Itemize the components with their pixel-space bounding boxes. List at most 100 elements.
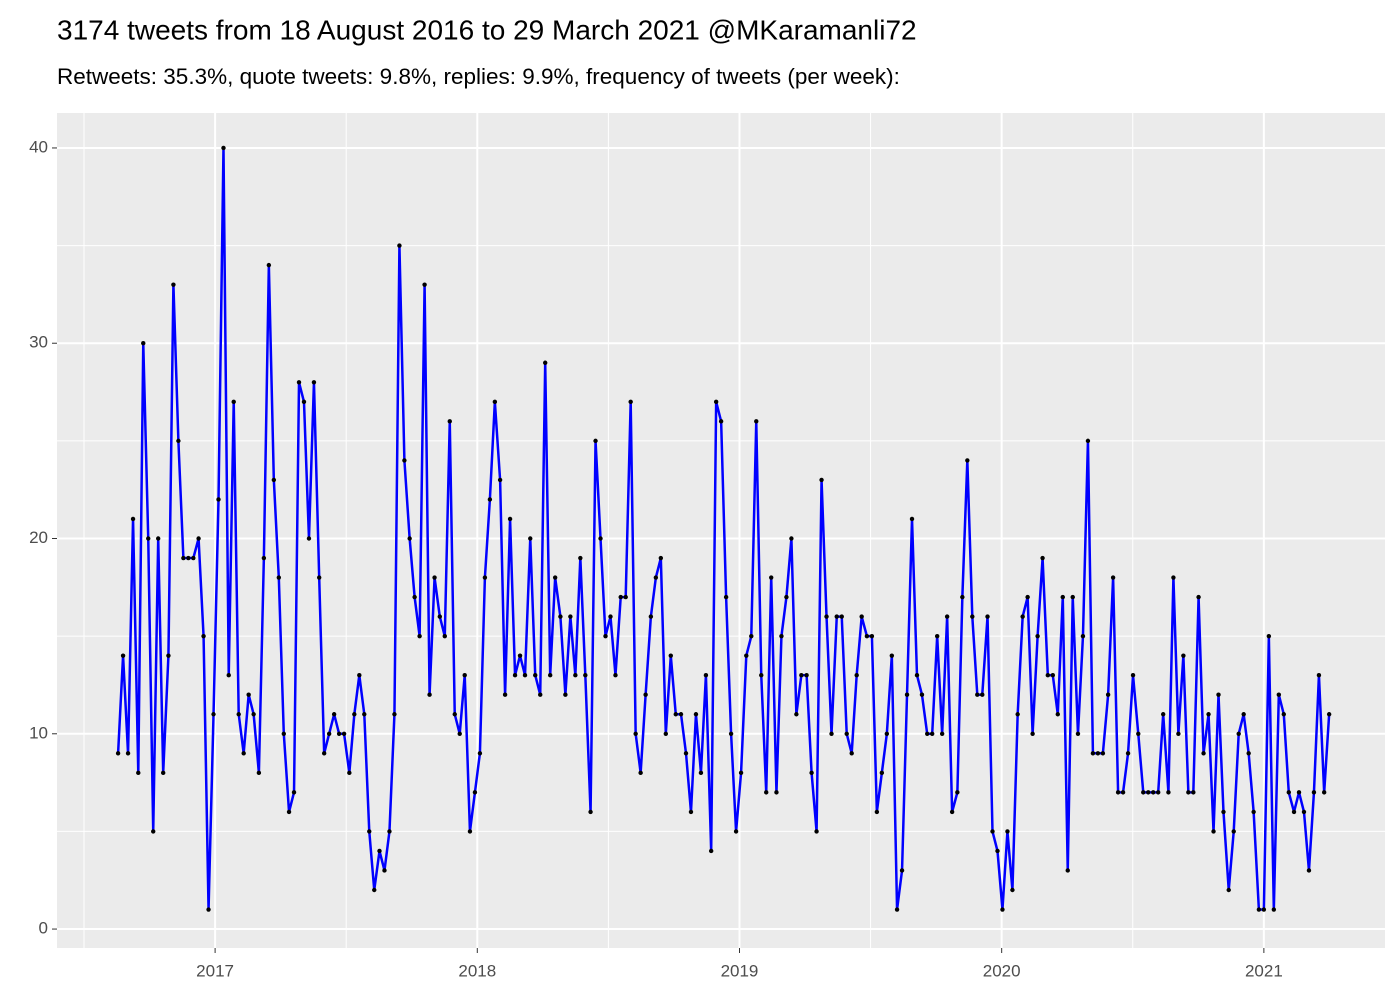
- data-point: [799, 672, 804, 678]
- data-point: [171, 282, 176, 287]
- data-point: [497, 477, 503, 483]
- data-point: [533, 672, 538, 678]
- data-point: [899, 868, 905, 873]
- data-point: [181, 555, 186, 561]
- data-point: [522, 672, 528, 678]
- data-point: [764, 790, 769, 795]
- data-point: [487, 497, 493, 502]
- data-point: [241, 751, 246, 756]
- data-point: [528, 536, 533, 541]
- data-point: [1141, 790, 1146, 795]
- data-point: [1105, 692, 1111, 697]
- data-point: [552, 575, 558, 580]
- data-point: [1055, 712, 1060, 717]
- data-point: [558, 614, 563, 619]
- data-point: [120, 653, 126, 658]
- data-point: [703, 672, 709, 678]
- data-point: [909, 516, 915, 522]
- data-point: [985, 614, 990, 619]
- data-point: [432, 575, 437, 580]
- data-point: [683, 751, 689, 756]
- data-point: [603, 633, 608, 639]
- data-point: [844, 731, 849, 736]
- data-point: [201, 633, 206, 639]
- data-point: [929, 731, 935, 736]
- data-point: [1271, 907, 1277, 912]
- plot-panel: [57, 113, 1385, 948]
- data-point: [266, 262, 272, 268]
- x-tick-label: 2021: [1245, 961, 1283, 980]
- data-point: [668, 653, 673, 658]
- data-point: [749, 633, 754, 639]
- data-point: [889, 653, 895, 658]
- data-point: [306, 536, 312, 541]
- y-tick-label: 10: [29, 723, 48, 742]
- data-point: [1216, 692, 1221, 697]
- data-point: [824, 614, 829, 619]
- data-point: [1171, 575, 1176, 580]
- data-point: [336, 731, 342, 736]
- data-point: [1251, 809, 1256, 815]
- data-point: [141, 341, 146, 346]
- data-point: [1115, 790, 1121, 795]
- data-point: [598, 536, 603, 541]
- data-point: [1005, 829, 1010, 834]
- data-point: [1146, 790, 1151, 795]
- data-point: [864, 633, 870, 639]
- y-tick-label: 30: [29, 333, 48, 352]
- data-point: [980, 692, 985, 697]
- data-point: [176, 438, 181, 444]
- data-point: [1236, 731, 1241, 736]
- data-point: [472, 790, 478, 795]
- data-point: [1291, 809, 1297, 815]
- data-point: [1151, 790, 1156, 795]
- x-tick-label: 2018: [458, 961, 496, 980]
- data-point: [1211, 829, 1216, 834]
- data-point: [1015, 712, 1020, 717]
- data-point: [402, 458, 407, 463]
- data-point: [538, 692, 543, 697]
- data-point: [869, 633, 875, 639]
- data-point: [658, 555, 664, 561]
- data-point: [1181, 653, 1186, 658]
- data-point: [990, 829, 995, 834]
- data-point: [925, 731, 930, 736]
- data-point: [226, 672, 231, 678]
- data-point: [779, 633, 784, 639]
- data-point: [281, 731, 286, 736]
- data-point: [1196, 594, 1201, 600]
- data-point: [321, 751, 327, 756]
- data-point: [738, 770, 744, 776]
- data-point: [1276, 692, 1282, 697]
- data-point: [744, 653, 749, 658]
- data-point: [246, 692, 251, 697]
- data-point: [291, 790, 297, 795]
- data-point: [1080, 633, 1086, 639]
- data-point: [191, 555, 196, 561]
- data-point: [949, 809, 955, 815]
- data-point: [728, 731, 734, 736]
- data-point: [166, 653, 171, 658]
- data-point: [1075, 731, 1081, 736]
- data-point: [447, 419, 452, 424]
- data-point: [1316, 672, 1322, 678]
- data-point: [146, 536, 151, 541]
- data-point: [296, 380, 302, 385]
- data-point: [593, 438, 598, 444]
- data-point: [512, 672, 518, 678]
- data-point: [543, 360, 548, 365]
- data-point: [156, 536, 161, 541]
- data-point: [884, 731, 890, 736]
- data-point: [387, 829, 392, 834]
- data-point: [492, 399, 498, 405]
- data-point: [723, 594, 729, 600]
- data-point: [427, 692, 432, 697]
- data-point: [130, 516, 136, 522]
- data-point: [1125, 751, 1131, 756]
- data-point: [1045, 672, 1051, 678]
- data-point: [874, 809, 880, 815]
- data-point: [934, 633, 940, 639]
- chart-subtitle: Retweets: 35.3%, quote tweets: 9.8%, rep…: [57, 64, 900, 89]
- data-point: [919, 692, 925, 697]
